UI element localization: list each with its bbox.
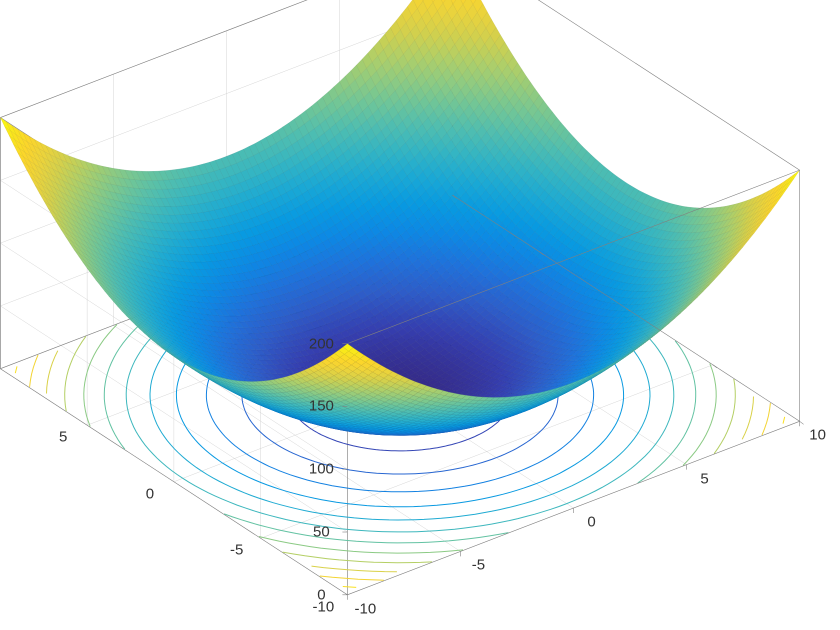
y-tick-label: 5 [59,429,67,446]
x-tick-label: -5 [472,557,485,574]
x-tick-label: 5 [700,470,708,487]
z-tick-label: 200 [309,335,334,352]
x-tick-label: 0 [587,514,595,531]
surface-plot-3d: 050100150200-10-50510-10-50510 [0,0,840,630]
x-tick-label: 10 [809,427,826,444]
z-tick-label: 100 [309,461,334,478]
axes-box-front [0,0,840,630]
z-tick-label: 50 [313,524,330,541]
y-tick-label: -5 [230,542,243,559]
y-tick-label: -10 [313,598,335,615]
z-tick-label: 150 [309,398,334,415]
x-tick-label: -10 [355,600,377,617]
y-tick-label: 0 [146,485,154,502]
